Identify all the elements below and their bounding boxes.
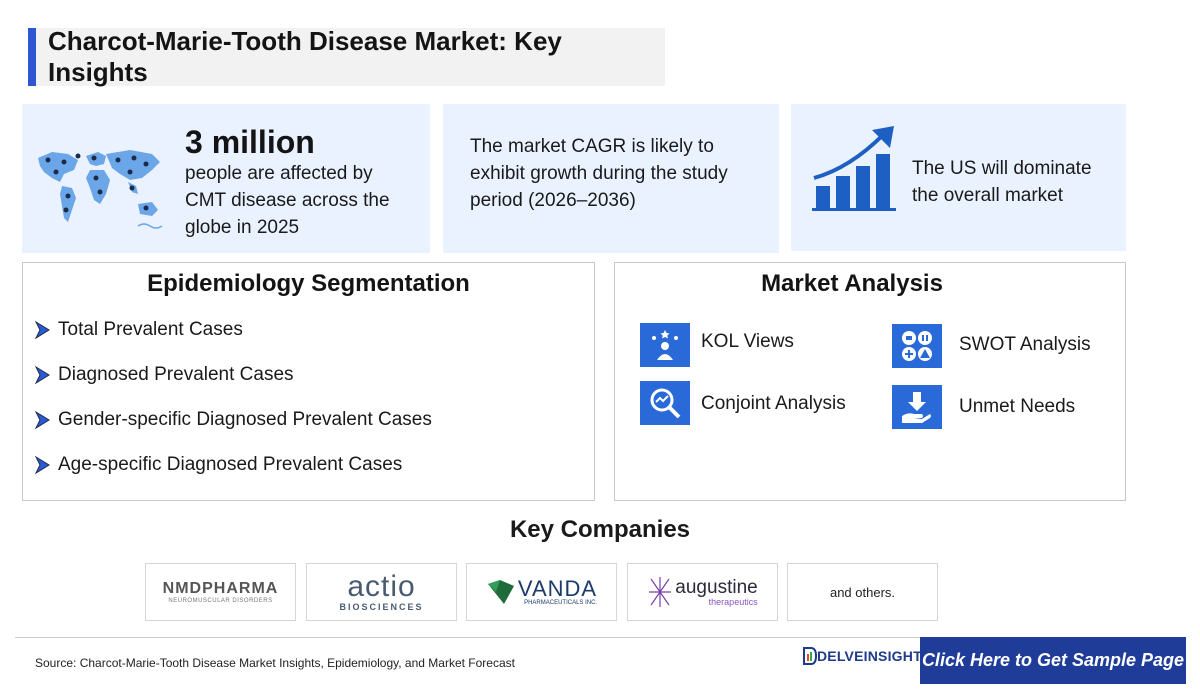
footer-divider	[15, 637, 1185, 638]
kol-icon	[640, 323, 690, 367]
chevron-right-icon	[34, 320, 50, 340]
company-subtitle: NEUROMUSCULAR DISORDERS	[168, 598, 273, 604]
epidemiology-item-label: Total Prevalent Cases	[58, 319, 243, 340]
augustine-logo: augustine therapeutics	[627, 563, 778, 621]
actio-logo: actio BIOSCIENCES	[306, 563, 457, 621]
company-subtitle: therapeutics	[708, 596, 758, 607]
conjoint-icon	[640, 381, 690, 425]
cagr-card	[443, 104, 779, 253]
world-map-icon	[38, 150, 163, 229]
list-item: Age-specific Diagnosed Prevalent Cases	[34, 454, 402, 476]
chevron-right-icon	[34, 455, 50, 475]
swot-icon	[892, 324, 942, 368]
delveinsight-mark-icon	[803, 647, 817, 665]
epidemiology-item-label: Age-specific Diagnosed Prevalent Cases	[58, 454, 403, 475]
list-item: Gender-specific Diagnosed Prevalent Case…	[34, 409, 432, 431]
stat-value: 3 million	[185, 124, 315, 160]
company-name: actio	[347, 570, 416, 603]
source-note: Source: Charcot-Marie-Tooth Disease Mark…	[35, 656, 515, 670]
swot-analysis-label: SWOT Analysis	[959, 334, 1091, 355]
others-label: and others.	[829, 584, 896, 600]
stat-description: people are affected by CMT disease acros…	[185, 163, 390, 238]
unmet-needs-label: Unmet Needs	[959, 396, 1076, 417]
nmdpharma-logo: NMDPHARMA NEUROMUSCULAR DISORDERS	[145, 563, 296, 621]
dominance-text: The US will dominate the overall market	[912, 158, 1092, 206]
company-subtitle: BIOSCIENCES	[339, 602, 424, 612]
key-companies-title: Key Companies	[509, 516, 691, 543]
list-item: Total Prevalent Cases	[34, 319, 243, 341]
growth-chart-icon	[812, 126, 896, 211]
sample-page-button[interactable]: Click Here to Get Sample Page	[920, 637, 1186, 684]
sample-page-button-label: Click Here to Get Sample Page	[921, 650, 1185, 670]
list-item: Diagnosed Prevalent Cases	[34, 364, 294, 386]
others-box: and others.	[787, 563, 938, 621]
cagr-text: The market CAGR is likely to exhibit gro…	[470, 136, 728, 211]
company-subtitle: PHARMACEUTICALS INC.	[524, 600, 598, 606]
augustine-mark-icon	[649, 577, 672, 607]
brand-name: DELVEINSIGHT	[817, 648, 922, 664]
market-analysis-panel	[614, 262, 1126, 501]
epidemiology-item-label: Diagnosed Prevalent Cases	[58, 364, 294, 385]
page-title: Charcot-Marie-Tooth Disease Market: Key …	[48, 26, 562, 87]
page-title-banner: Charcot-Marie-Tooth Disease Market: Key …	[28, 26, 665, 87]
unmet-needs-icon	[892, 385, 942, 429]
company-name: NMDPHARMA	[162, 580, 279, 597]
kol-views-label: KOL Views	[701, 331, 794, 352]
vanda-logo: VANDA PHARMACEUTICALS INC.	[466, 563, 617, 621]
epidemiology-title: Epidemiology Segmentation	[147, 270, 470, 297]
vanda-mark-icon	[487, 580, 514, 604]
epidemiology-item-label: Gender-specific Diagnosed Prevalent Case…	[58, 409, 432, 430]
epidemiology-panel	[22, 262, 595, 501]
chevron-right-icon	[34, 365, 50, 385]
delveinsight-logo: DELVEINSIGHT	[803, 646, 922, 666]
market-analysis-title: Market Analysis	[761, 270, 943, 297]
company-name: augustine	[675, 576, 758, 598]
chevron-right-icon	[34, 410, 50, 430]
company-name: VANDA	[517, 576, 598, 601]
conjoint-analysis-label: Conjoint Analysis	[701, 393, 846, 414]
